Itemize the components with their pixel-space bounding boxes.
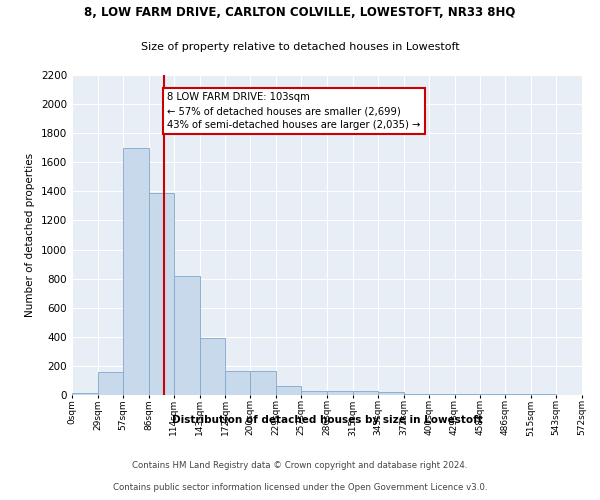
Bar — [353, 392, 378, 395]
Bar — [531, 394, 556, 395]
Bar — [226, 371, 250, 395]
Text: 8 LOW FARM DRIVE: 103sqm
← 57% of detached houses are smaller (2,699)
43% of sem: 8 LOW FARM DRIVE: 103sqm ← 57% of detach… — [167, 92, 421, 130]
Bar — [428, 394, 455, 395]
Bar — [455, 394, 481, 395]
Bar — [98, 372, 123, 395]
Bar — [276, 386, 301, 395]
Text: 8, LOW FARM DRIVE, CARLTON COLVILLE, LOWESTOFT, NR33 8HQ: 8, LOW FARM DRIVE, CARLTON COLVILLE, LOW… — [85, 6, 515, 20]
Y-axis label: Number of detached properties: Number of detached properties — [25, 153, 35, 317]
Bar — [301, 390, 327, 395]
Bar — [378, 392, 404, 395]
Bar — [72, 393, 98, 395]
Bar — [173, 276, 199, 395]
Bar — [123, 148, 149, 395]
Bar — [505, 394, 531, 395]
Bar — [404, 394, 428, 395]
Bar — [327, 390, 353, 395]
Text: Contains public sector information licensed under the Open Government Licence v3: Contains public sector information licen… — [113, 483, 487, 492]
Text: Distribution of detached houses by size in Lowestoft: Distribution of detached houses by size … — [172, 415, 482, 425]
Bar — [149, 193, 173, 395]
Bar — [199, 338, 226, 395]
Bar — [481, 394, 505, 395]
Bar — [250, 371, 276, 395]
Text: Contains HM Land Registry data © Crown copyright and database right 2024.: Contains HM Land Registry data © Crown c… — [132, 460, 468, 469]
Text: Size of property relative to detached houses in Lowestoft: Size of property relative to detached ho… — [140, 42, 460, 52]
